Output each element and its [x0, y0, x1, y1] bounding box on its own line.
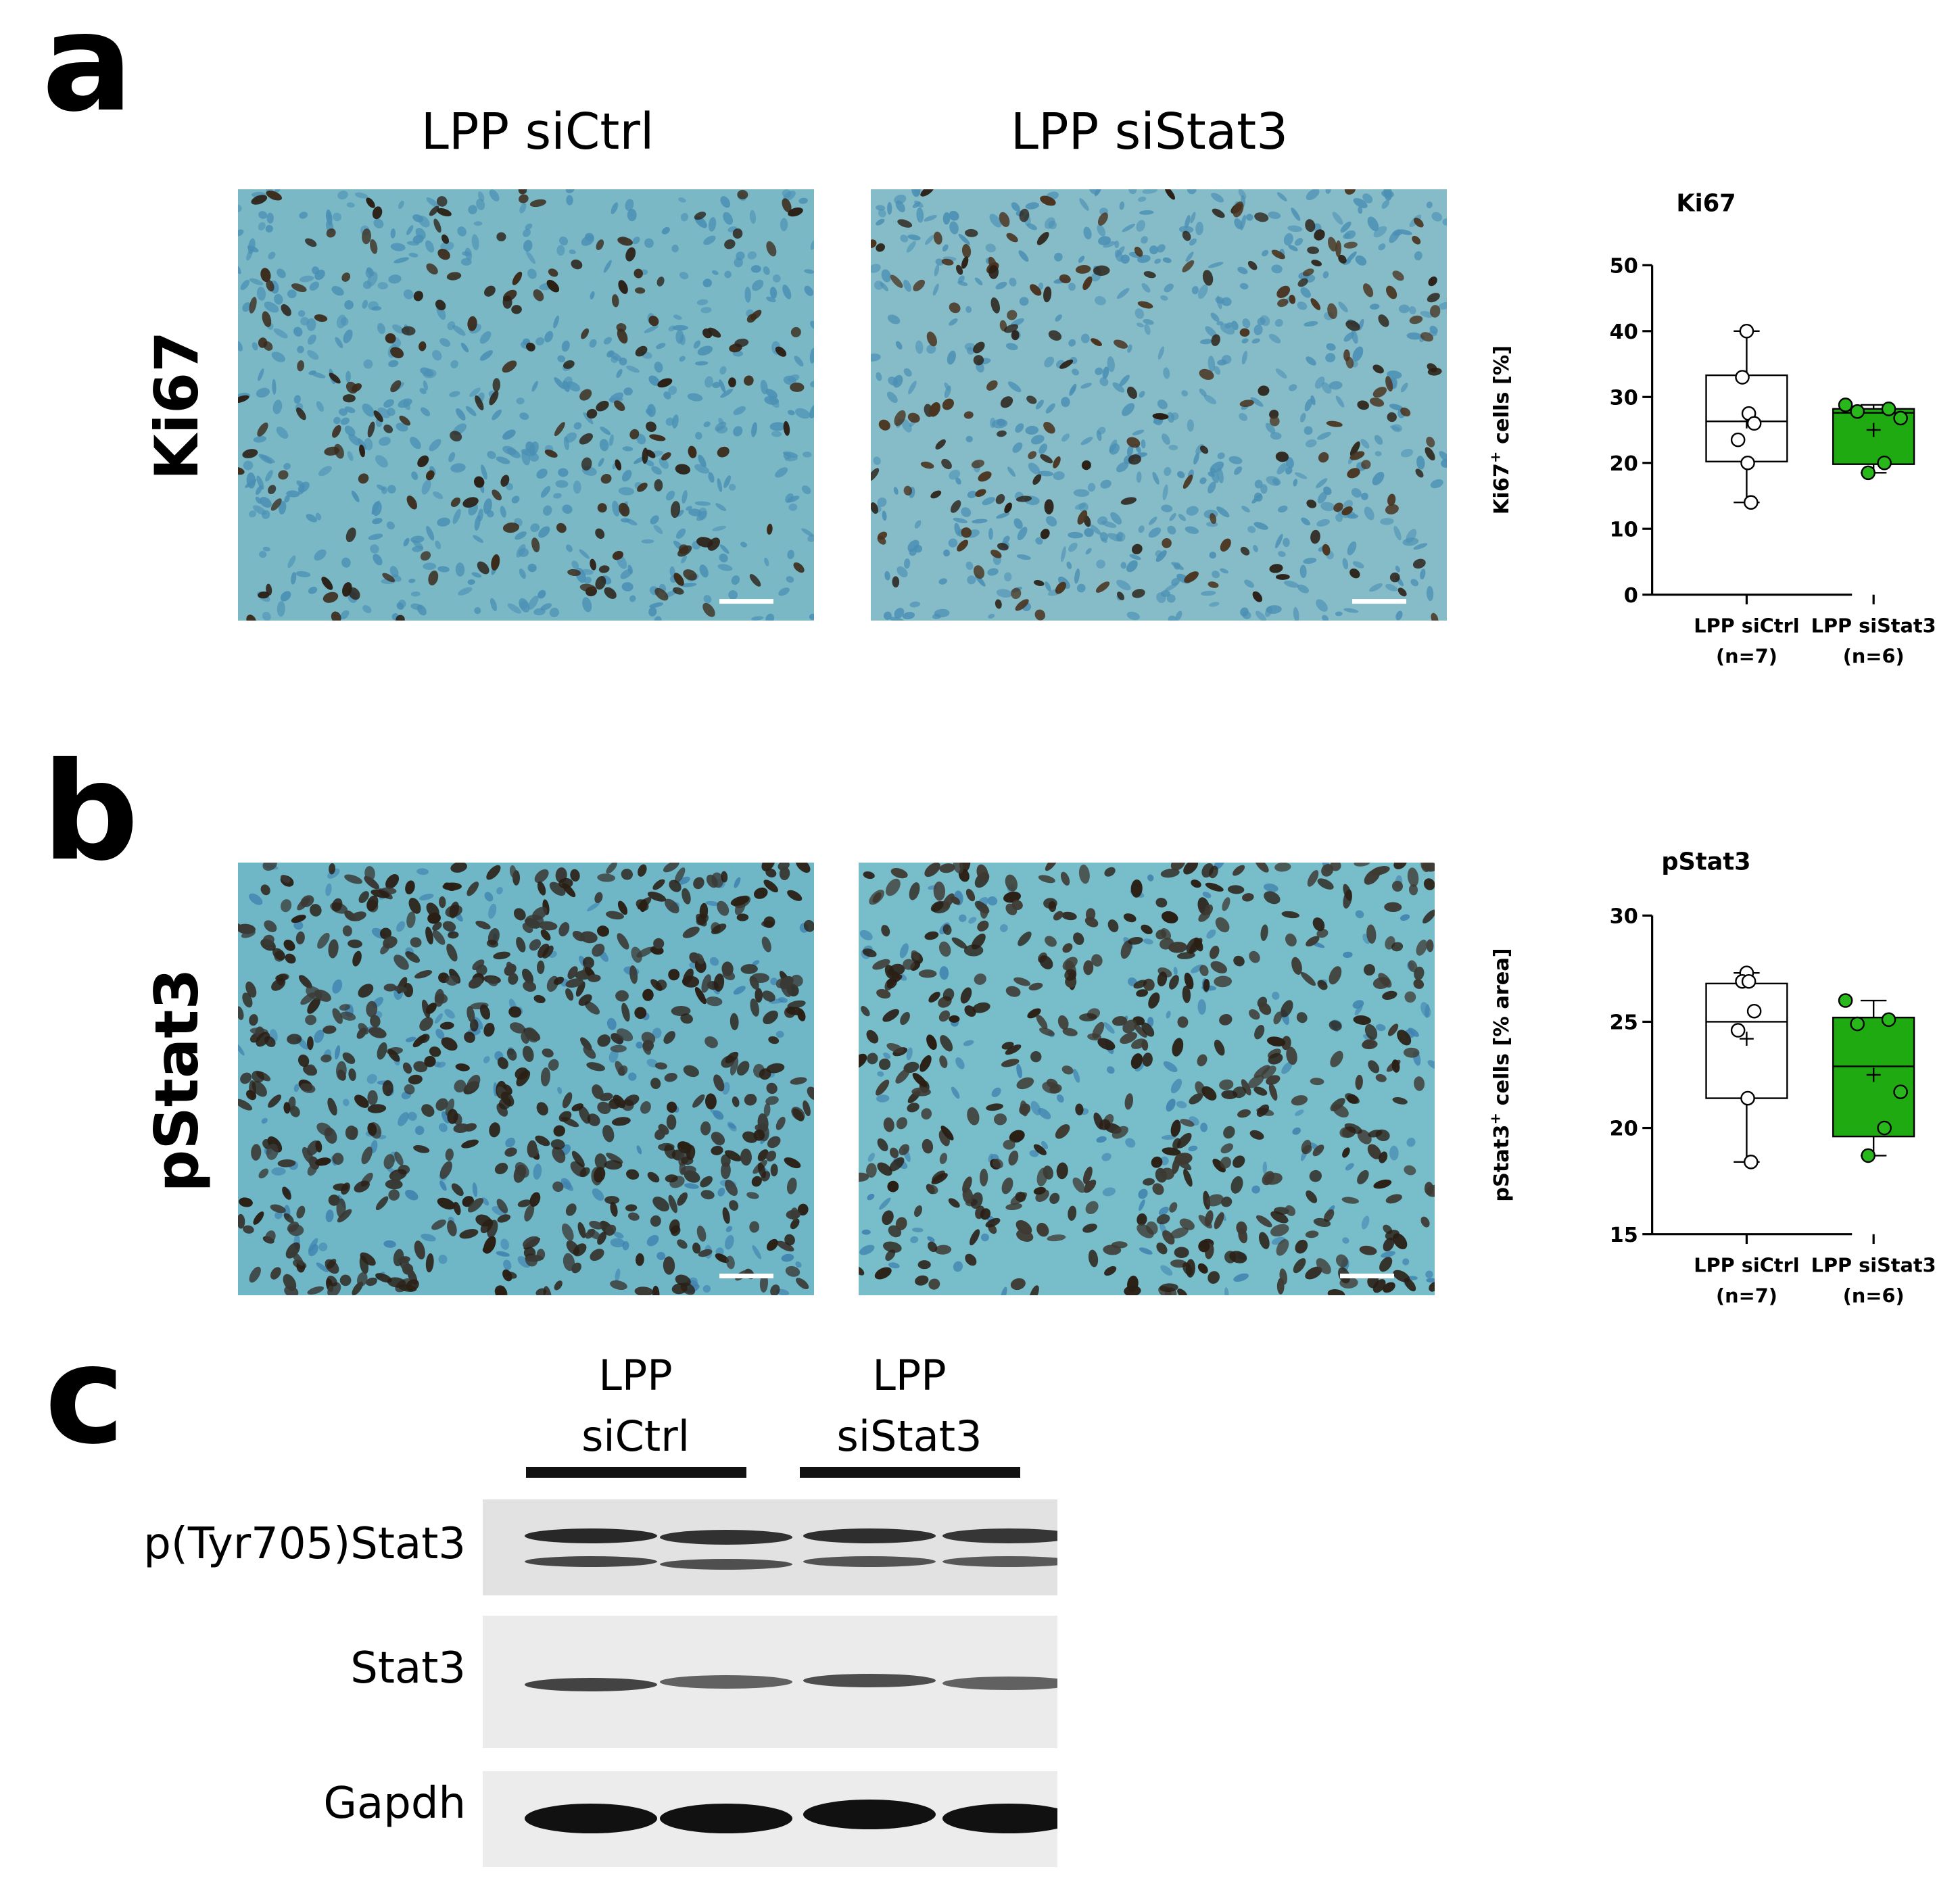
- row-label-pstat3: pStat3: [142, 968, 212, 1192]
- y-tick-label: 40: [1610, 320, 1638, 344]
- blot-band: [803, 1556, 936, 1567]
- data-point: [1741, 973, 1756, 989]
- data-point: [1893, 410, 1908, 426]
- pstat3-boxplot: pStat3 pStat3+ cells [% area] 15 20 25 30 LPP …: [1474, 777, 1960, 1372]
- blot-band: [660, 1675, 792, 1689]
- data-point: [1746, 416, 1762, 431]
- data-point: [1850, 1016, 1865, 1032]
- pstat3-siStat3-micrograph: [859, 863, 1435, 1295]
- blot-band: [942, 1677, 1057, 1690]
- blot-band: [660, 1804, 792, 1833]
- blot-band: [803, 1674, 936, 1687]
- x-tick-count: (n=7): [1716, 1284, 1777, 1307]
- data-point: [1730, 432, 1746, 448]
- panel-b-letter: b: [42, 733, 139, 891]
- ki67-siCtrl-micrograph: [238, 189, 814, 621]
- data-point: [1740, 1090, 1755, 1106]
- blot-band: [525, 1678, 657, 1691]
- box-1: [1832, 999, 1915, 1157]
- blot-group-siStat3-line1: LPP: [872, 1351, 947, 1400]
- pstat3-siCtrl-micrograph: [238, 863, 814, 1295]
- condition-title-siCtrl: LPP siCtrl: [421, 103, 654, 161]
- data-point: [1861, 1148, 1875, 1163]
- blot-band: [660, 1530, 792, 1545]
- data-point: [1744, 1155, 1759, 1170]
- y-tick-label: 25: [1610, 1011, 1638, 1035]
- lane-bar-siCtrl: [526, 1467, 746, 1478]
- ki67-siStat3-micrograph: [871, 189, 1447, 621]
- data-point: [1744, 495, 1759, 510]
- x-tick-label: LPP siStat3: [1811, 1254, 1936, 1277]
- blot-band: [803, 1528, 936, 1543]
- ki67-boxplot: Ki67 Ki67+ cells [%] 0 10 20 30 40 50 LPP siCtrl…: [1474, 122, 1960, 744]
- data-point: [1838, 993, 1853, 1008]
- blot-strip-pstat3: [483, 1499, 1057, 1595]
- panel-a-letter: a: [42, 0, 133, 142]
- chart-title: pStat3: [1661, 848, 1750, 875]
- blot-band: [660, 1559, 792, 1570]
- y-tick-label: 50: [1610, 255, 1638, 279]
- data-point: [1730, 1023, 1746, 1038]
- data-point: [1739, 324, 1754, 339]
- data-point: [1877, 455, 1892, 471]
- blot-label-pstat3: p(Tyr705)Stat3: [143, 1519, 466, 1569]
- blot-band: [525, 1804, 657, 1833]
- blot-group-siCtrl: LPP siCtrl: [581, 1345, 690, 1467]
- blot-band: [942, 1804, 1057, 1833]
- blot-group-siCtrl-line2: siCtrl: [581, 1411, 690, 1461]
- y-tick-label: 15: [1610, 1224, 1638, 1247]
- y-axis-label: Ki67+ cells [%]: [1487, 345, 1514, 514]
- scale-bar: [1352, 599, 1406, 604]
- row-label-ki67: Ki67: [142, 331, 212, 481]
- data-point: [1746, 1003, 1762, 1019]
- blot-label-stat3: Stat3: [350, 1643, 466, 1693]
- y-tick-label: 20: [1610, 452, 1638, 476]
- scale-bar: [719, 1274, 773, 1278]
- box-0: [1705, 971, 1788, 1163]
- data-point: [1735, 370, 1750, 385]
- scale-bar: [719, 599, 773, 604]
- blot-band: [525, 1556, 657, 1567]
- blot-strip-stat3: [483, 1616, 1057, 1748]
- data-point: [1838, 397, 1853, 412]
- y-tick-label: 30: [1610, 905, 1638, 929]
- x-tick-count: (n=7): [1716, 644, 1777, 667]
- chart-title: Ki67: [1676, 189, 1736, 217]
- blot-group-siCtrl-line1: LPP: [598, 1351, 673, 1400]
- blot-strip-gapdh: [483, 1771, 1057, 1867]
- scale-bar: [1340, 1274, 1394, 1278]
- data-point: [1881, 402, 1896, 416]
- blot-group-siStat3: LPP siStat3: [837, 1345, 982, 1467]
- blot-group-siStat3-line2: siStat3: [836, 1411, 982, 1461]
- x-tick-label: LPP siStat3: [1811, 614, 1936, 637]
- data-point: [1881, 1012, 1896, 1028]
- x-tick-count: (n=6): [1843, 1284, 1905, 1307]
- x-tick-label: LPP siCtrl: [1694, 1254, 1799, 1277]
- x-tick-label: LPP siCtrl: [1694, 614, 1799, 637]
- data-point: [1877, 1120, 1892, 1136]
- condition-title-siStat3: LPP siStat3: [1010, 103, 1289, 161]
- data-point: [1850, 404, 1865, 419]
- blot-band: [942, 1556, 1057, 1567]
- panel-c-letter: c: [45, 1317, 125, 1474]
- y-axis-label: pStat3+ cells [% area]: [1487, 948, 1514, 1201]
- y-tick-label: 10: [1610, 518, 1638, 541]
- y-tick-label: 20: [1610, 1117, 1638, 1141]
- data-point: [1740, 455, 1755, 471]
- data-point: [1861, 465, 1875, 481]
- data-point: [1893, 1084, 1908, 1099]
- blot-band: [525, 1528, 657, 1543]
- blot-band: [803, 1800, 936, 1829]
- lane-bar-siStat3: [800, 1467, 1020, 1478]
- y-tick-label: 30: [1610, 386, 1638, 410]
- blot-label-gapdh: Gapdh: [323, 1779, 466, 1829]
- y-tick-label: 0: [1624, 584, 1638, 608]
- x-tick-count: (n=6): [1843, 644, 1905, 667]
- blot-band: [942, 1528, 1057, 1543]
